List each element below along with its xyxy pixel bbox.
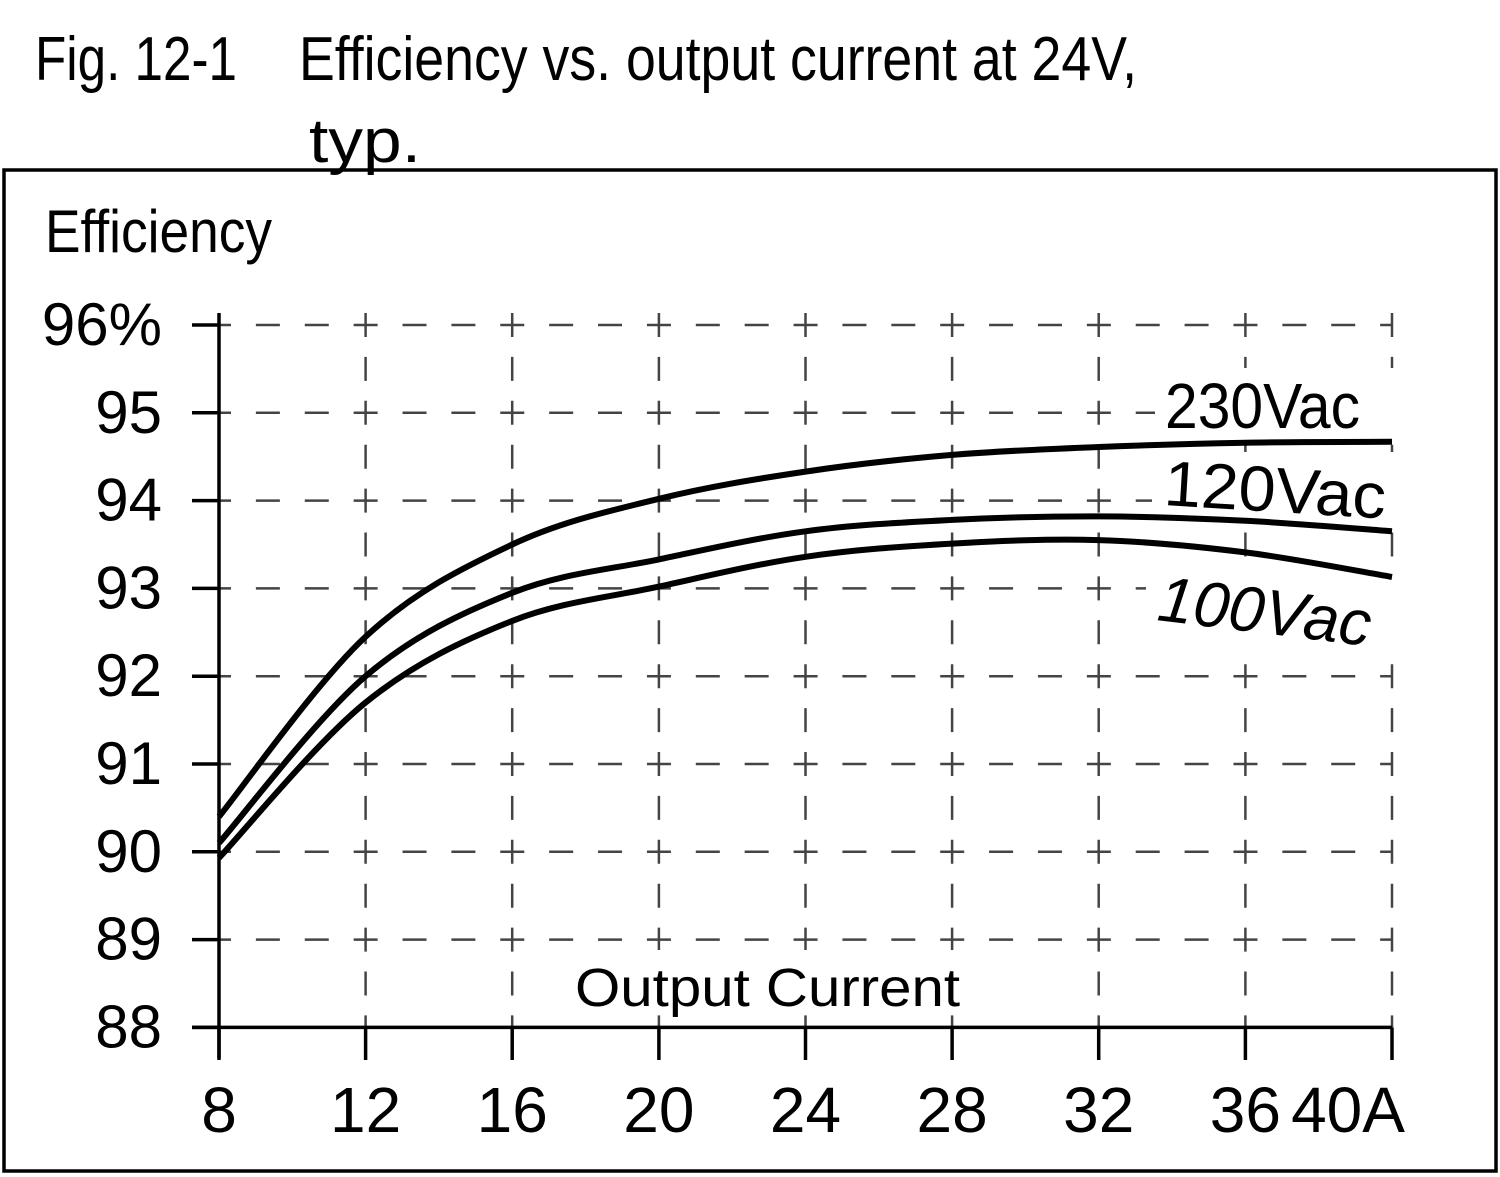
x-axis-title-bg (560, 950, 975, 1012)
curve-100vac (216, 536, 1393, 860)
axes (192, 313, 1394, 1060)
gridlines (219, 313, 1394, 1028)
efficiency-curves (216, 438, 1393, 860)
figure-title-line1: Efficiency vs. output current at 24V, (299, 25, 1137, 94)
figure-title-line2: typ. (309, 107, 421, 176)
curve-120vac (216, 513, 1393, 845)
curve-label-230vac-text: 230Vac (1165, 370, 1360, 442)
x-tick-label: 16 (477, 1074, 548, 1146)
x-tick-label: 8 (201, 1074, 237, 1146)
chart-border (2, 168, 1498, 1173)
x-tick-label: 32 (1063, 1074, 1134, 1146)
curve-label-100vac: 100Vac (1146, 561, 1394, 660)
curve-label-230vac-bg (1155, 368, 1400, 436)
curve-230vac (216, 438, 1393, 819)
y-tick-label: 96% (42, 291, 162, 358)
x-tick-label: 20 (623, 1074, 694, 1146)
x-tick-label: 12 (330, 1074, 401, 1146)
x-axis-title: Output Current (575, 958, 960, 1018)
y-tick-label: 91 (95, 730, 162, 797)
y-tick-label: 95 (95, 379, 162, 446)
y-tick-label: 93 (95, 554, 162, 621)
x-tick-label: 36 (1210, 1074, 1281, 1146)
y-axis-title: Efficiency (45, 198, 272, 265)
figure-label: Fig. 12-1 (35, 25, 237, 94)
x-tick-label: 24 (770, 1074, 841, 1146)
curve-label-100vac-bg (1146, 561, 1394, 651)
x-tick-label: 40A (1291, 1074, 1405, 1146)
curve-label-230vac: 230Vac (1155, 368, 1400, 442)
y-tick-label: 89 (95, 906, 162, 973)
y-tick-label: 92 (95, 642, 162, 709)
curve-label-120vac-bg (1152, 452, 1404, 522)
x-tick-label: 28 (917, 1074, 988, 1146)
y-tick-label: 90 (95, 818, 162, 885)
y-tick-label: 88 (95, 993, 162, 1060)
y-tick-label: 94 (95, 467, 162, 534)
